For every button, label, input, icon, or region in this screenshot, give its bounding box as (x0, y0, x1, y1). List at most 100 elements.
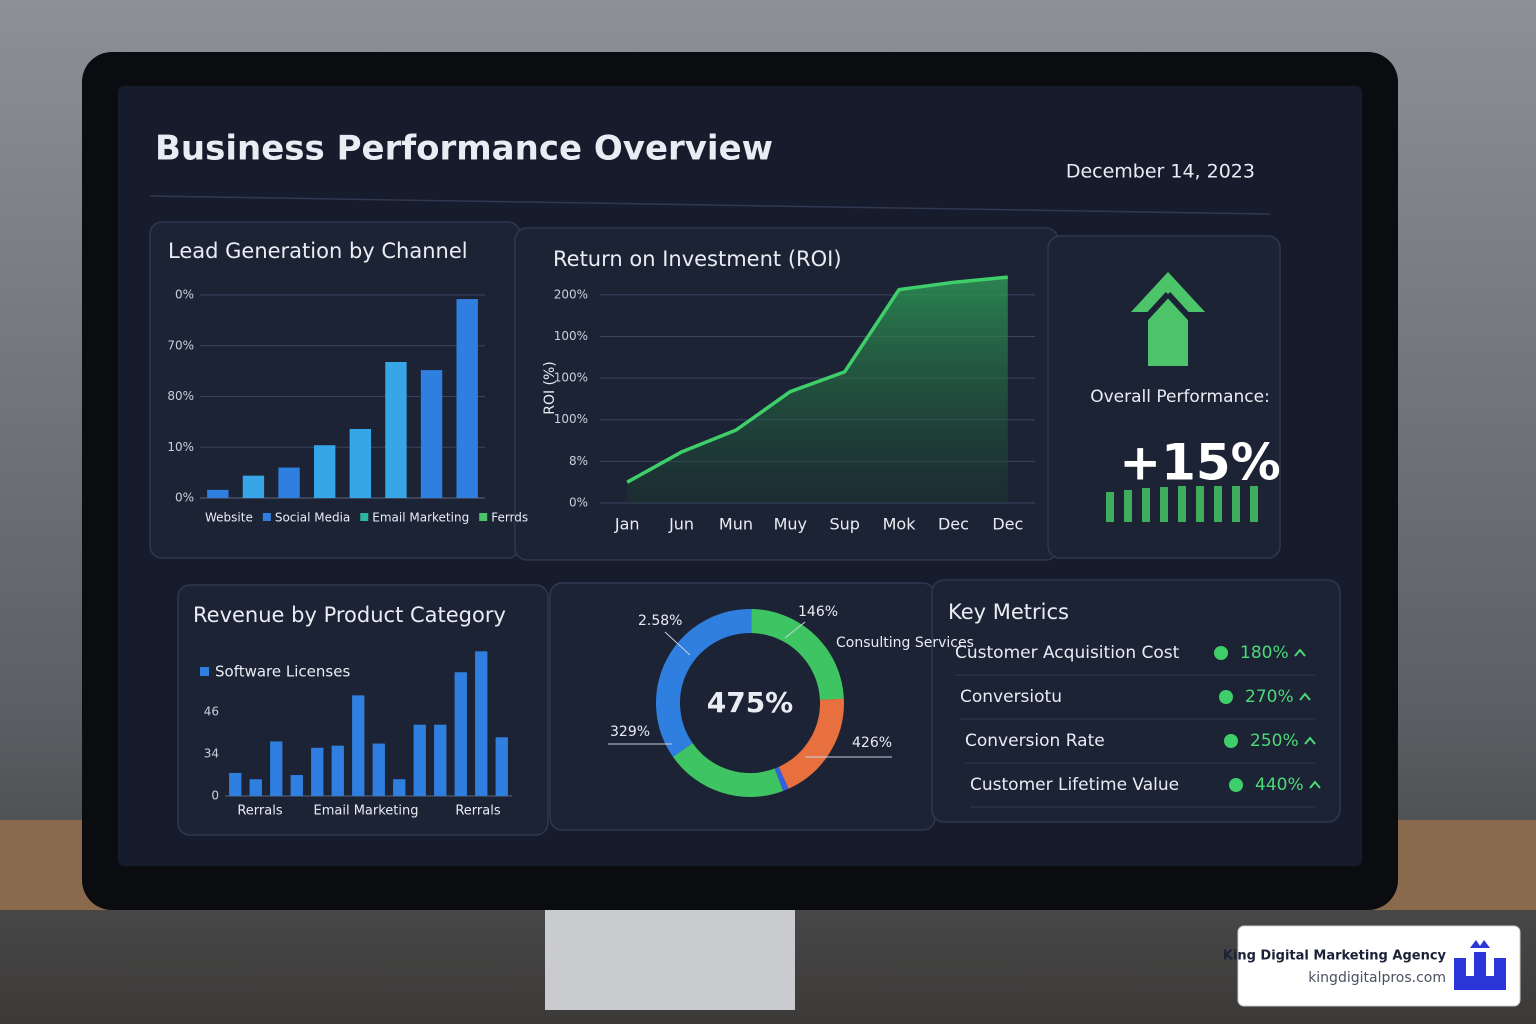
up-caret (1309, 780, 1321, 789)
roi-title: Return on Investment (ROI) (553, 247, 842, 271)
status-dot (1214, 646, 1228, 660)
x-tick-label: Jan (614, 515, 640, 534)
up-caret (1304, 736, 1316, 745)
bar (314, 445, 336, 498)
metrics-panel (931, 579, 1341, 823)
performance-meter (1106, 486, 1258, 522)
revenue-title: Revenue by Product Category (193, 603, 506, 627)
donut-label: 2.58% (638, 613, 682, 629)
y-tick-label: 100% (554, 371, 588, 385)
bar (385, 361, 407, 498)
donut-segment (656, 609, 752, 757)
performance-label: Overall Performance: (1090, 387, 1270, 407)
bar (352, 695, 365, 796)
bar (475, 651, 488, 796)
donut-label: 426% (852, 735, 892, 751)
metrics-title: Key Metrics (948, 600, 1069, 624)
bar (434, 724, 447, 796)
monitor-stand (545, 895, 795, 1010)
up-caret (1299, 692, 1311, 701)
y-tick-label: 100% (554, 329, 588, 343)
y-tick-label: 100% (554, 412, 588, 426)
legend-label: Website (205, 511, 253, 525)
bar (454, 672, 467, 796)
header-divider (149, 195, 1271, 215)
y-tick-label: 0% (175, 491, 194, 505)
donut-segment (778, 698, 844, 789)
y-tick-label: 0% (175, 288, 194, 302)
bar (242, 475, 265, 498)
badge-url: kingdigitalpros.com (1308, 970, 1446, 986)
y-tick-label: 34 (204, 747, 219, 761)
bar (249, 779, 262, 796)
status-dot (1224, 734, 1238, 748)
up-arrow-icon (1131, 272, 1205, 366)
legend-swatch (200, 667, 209, 676)
bar (456, 299, 478, 498)
bar (207, 489, 229, 498)
x-tick-label: Jun (668, 515, 694, 534)
y-tick-label: 0% (569, 496, 588, 510)
leader-line (784, 621, 806, 639)
bar (413, 724, 426, 796)
y-tick-label: 0 (211, 789, 219, 803)
x-tick-label: Sup (829, 515, 859, 534)
status-dot (1219, 690, 1233, 704)
donut-label: 146% (798, 604, 838, 620)
donut-segment (750, 609, 844, 701)
charts: 0% 10% 80% 70% 0% Website Social Media Email Ma… (167, 275, 1321, 819)
legend-label: Email Marketing (372, 511, 469, 525)
bar (270, 741, 283, 796)
date: December 14, 2023 (1066, 161, 1255, 183)
legend-label: Software Licenses (215, 663, 350, 681)
badge-logo (1454, 952, 1506, 990)
y-tick-label: 10% (167, 440, 194, 454)
legend-label: Ferrds (491, 511, 528, 525)
x-tick-label: Dec (992, 515, 1023, 534)
dashboard-title: Business Performance Overview (155, 129, 773, 169)
y-tick-label: 200% (554, 287, 588, 301)
up-caret (1294, 648, 1306, 657)
x-tick-label: Mun (719, 515, 753, 534)
legend-label: Social Media (275, 511, 350, 525)
x-tick-label: Mok (883, 515, 917, 534)
y-tick-label: 80% (167, 389, 194, 403)
y-tick-label: 8% (569, 454, 588, 468)
x-tick-label: Muy (774, 515, 807, 534)
bar (393, 779, 406, 796)
performance-value: +15% (1119, 434, 1281, 492)
x-label: Rerrals (455, 804, 500, 819)
bar (349, 428, 371, 498)
roi-y-label: ROI (%) (542, 361, 558, 415)
x-tick-label: Dec (938, 515, 969, 534)
line (626, 275, 1008, 484)
legend-swatch (479, 513, 488, 521)
arrow-chevron (1143, 291, 1193, 321)
bar (278, 467, 300, 498)
metric-name: Customer Acquisition Cost (955, 643, 1180, 663)
bar (290, 775, 303, 796)
area (627, 277, 1008, 503)
metric-name: Customer Lifetime Value (970, 775, 1179, 795)
lead-title: Lead Generation by Channel (168, 239, 468, 263)
metric-name: Conversion Rate (965, 731, 1105, 751)
performance-panel (1047, 235, 1281, 559)
bar (372, 743, 385, 796)
badge (1237, 925, 1521, 1007)
metric-value: 270% (1245, 687, 1294, 707)
leader-line (664, 631, 691, 656)
donut-segment (673, 742, 784, 797)
bar (495, 737, 508, 796)
donut-label: Consulting Services (836, 635, 974, 651)
donut-segment (774, 766, 789, 791)
status-dot (1229, 778, 1243, 792)
x-label: Email Marketing (314, 804, 419, 819)
metric-value: 180% (1240, 643, 1289, 663)
badge-name: King Digital Marketing Agency (1223, 949, 1447, 964)
y-tick-label: 46 (204, 705, 219, 719)
bar (311, 747, 324, 796)
badge-crown (1470, 940, 1490, 948)
bar (229, 772, 242, 796)
y-tick-label: 70% (167, 338, 194, 352)
